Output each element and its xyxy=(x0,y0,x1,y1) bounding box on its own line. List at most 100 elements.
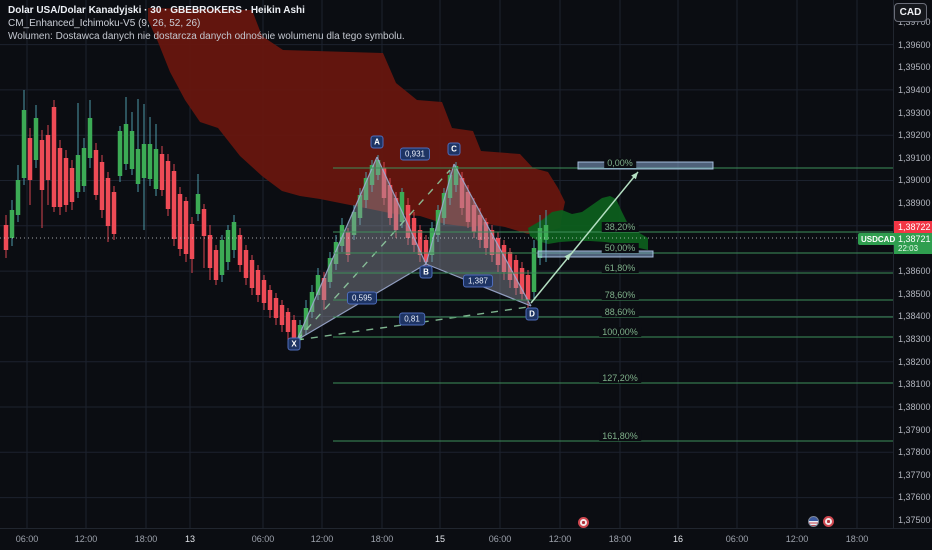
price-tick: 1,37700 xyxy=(898,469,931,480)
candle-body xyxy=(129,131,135,169)
candle-body xyxy=(279,305,285,325)
symbol-title[interactable]: Dolar USA/Dolar Kanadyjski · 30 · GBEBRO… xyxy=(8,5,305,16)
candle-body xyxy=(447,175,453,198)
candle-body xyxy=(321,278,327,300)
fib-level-label[interactable]: 0,00% xyxy=(604,158,636,168)
time-tick: 18:00 xyxy=(608,534,632,544)
fib-level-label[interactable]: 100,00% xyxy=(599,327,641,337)
price-tick: 1,37500 xyxy=(898,515,931,526)
candle-body xyxy=(93,150,99,195)
pattern-edge[interactable] xyxy=(453,163,532,307)
fib-highlight-band[interactable] xyxy=(577,161,714,170)
candle-body xyxy=(405,205,411,238)
candle-body xyxy=(267,290,273,310)
indicator-label[interactable]: CM_Enhanced_Ichimoku-V5 (9, 26, 52, 26) xyxy=(8,18,201,29)
pattern-point-label-a[interactable]: A xyxy=(370,135,384,149)
time-tick-day: 15 xyxy=(434,534,446,544)
fib-level-label[interactable]: 78,60% xyxy=(601,290,639,300)
price-tick: 1,38000 xyxy=(898,401,931,412)
pattern-fill-xab xyxy=(297,157,426,340)
candle-body xyxy=(201,209,207,236)
pattern-ratio-label[interactable]: 0,595 xyxy=(346,291,378,305)
fib-level-label[interactable]: 50,00% xyxy=(601,243,639,253)
candle-body xyxy=(243,250,249,278)
pattern-edge[interactable] xyxy=(425,163,455,265)
fib-highlight-band[interactable] xyxy=(537,250,654,258)
price-tick: 1,38100 xyxy=(898,379,931,390)
fib-level-label[interactable]: 161,80% xyxy=(599,431,641,441)
pattern-trend-dashed-line[interactable] xyxy=(296,169,451,341)
bar-countdown: 22:03 xyxy=(898,244,919,253)
price-tick: 1,39400 xyxy=(898,84,931,95)
projection-arrowhead xyxy=(631,172,638,180)
candle-body xyxy=(387,185,393,218)
time-tick: 18:00 xyxy=(134,534,158,544)
candle-body xyxy=(315,275,321,295)
candle-body xyxy=(147,144,153,179)
us-flag-event-icon[interactable] xyxy=(808,516,819,527)
candle-body xyxy=(285,312,291,332)
candle-body xyxy=(39,140,45,190)
candle-body xyxy=(117,131,123,176)
fib-level-label[interactable]: 127,20% xyxy=(599,373,641,383)
fib-level-label[interactable]: 38,20% xyxy=(601,222,639,232)
price-tick: 1,39600 xyxy=(898,39,931,50)
candle-body xyxy=(507,252,513,280)
candle-body xyxy=(27,138,33,180)
pattern-point-label-d[interactable]: D xyxy=(525,307,539,321)
time-tick-day: 13 xyxy=(184,534,196,544)
pattern-point-label-c[interactable]: C xyxy=(447,142,461,156)
fib-level-label[interactable]: 61,80% xyxy=(601,263,639,273)
pattern-edge[interactable] xyxy=(376,156,427,265)
price-tick: 1,39500 xyxy=(898,62,931,73)
pattern-point-label-x[interactable]: X xyxy=(287,337,301,351)
candle-body xyxy=(153,149,159,189)
time-tick: 06:00 xyxy=(251,534,275,544)
pattern-ratio-label[interactable]: 1,387 xyxy=(462,274,494,288)
time-tick: 12:00 xyxy=(74,534,98,544)
economic-event-icon[interactable] xyxy=(823,516,834,527)
candle-body xyxy=(57,148,63,207)
currency-toggle-button[interactable]: CAD xyxy=(894,3,927,22)
candle-body xyxy=(327,258,333,282)
candle-body xyxy=(357,195,363,218)
candle-body xyxy=(393,198,399,230)
candle-body xyxy=(423,240,429,262)
candle-body xyxy=(483,222,489,248)
candle-body xyxy=(519,268,525,294)
price-tick: 1,39000 xyxy=(898,175,931,186)
price-tick: 1,39200 xyxy=(898,130,931,141)
candle-body xyxy=(189,224,195,259)
candle-body xyxy=(111,192,117,234)
price-axis[interactable]: 1,37500 1,37600 1,37700 1,37800 1,37900 1,380… xyxy=(893,0,932,528)
candle-body xyxy=(15,180,21,215)
candle-body xyxy=(45,135,51,180)
candle-body xyxy=(255,270,261,295)
pattern-ratio-label[interactable]: 0,931 xyxy=(399,147,431,161)
time-axis[interactable]: 06:00 12:00 18:00 13 06:00 12:00 18:00 15 06:00 1… xyxy=(0,528,932,550)
economic-event-icon[interactable] xyxy=(578,517,589,528)
time-tick: 06:00 xyxy=(488,534,512,544)
candle-body xyxy=(309,292,315,312)
candle-body xyxy=(141,144,147,178)
chart-canvas[interactable] xyxy=(0,0,893,528)
candle-body xyxy=(105,178,111,226)
candle-body xyxy=(249,260,255,288)
candle-body xyxy=(291,320,297,340)
candle-body xyxy=(459,178,465,208)
pattern-ratio-label[interactable]: 0,81 xyxy=(399,312,425,326)
projection-mid-arrowhead xyxy=(564,253,571,261)
fib-level-label[interactable]: 88,60% xyxy=(601,307,639,317)
last-price-badge: 1,38721 22:03 xyxy=(894,233,932,254)
pattern-point-label-b[interactable]: B xyxy=(419,265,433,279)
candle-body xyxy=(159,154,165,190)
pattern-edge[interactable] xyxy=(296,156,378,341)
candle-body xyxy=(339,225,345,246)
candle-body xyxy=(513,260,519,288)
candle-body xyxy=(399,192,405,222)
time-tick: 12:00 xyxy=(548,534,572,544)
candle-body xyxy=(99,162,105,210)
candle-body xyxy=(273,298,279,318)
candle-body xyxy=(213,250,219,280)
time-tick: 06:00 xyxy=(15,534,39,544)
